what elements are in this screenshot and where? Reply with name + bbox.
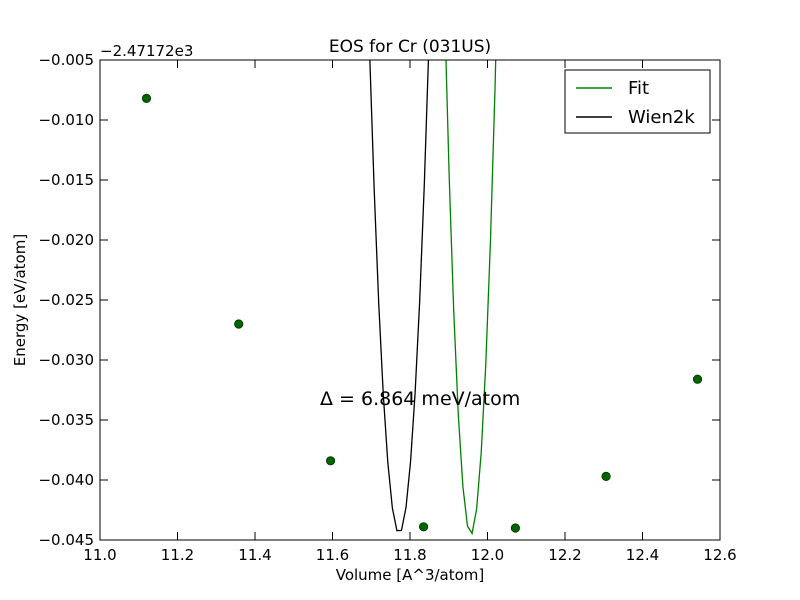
fit-data-point (325, 456, 336, 466)
plot-lines (369, 60, 497, 536)
y-tick-label: −0.005 (38, 51, 94, 69)
y-tick-label: −0.035 (38, 411, 94, 429)
fit-data-point (141, 93, 152, 104)
legend-label-fit: Fit (628, 78, 649, 99)
fit-data-point (601, 471, 611, 481)
y-tick-label: −0.030 (38, 351, 94, 369)
fit-data-point (692, 374, 703, 384)
delta-annotation: Δ = 6.864 meV/atom (320, 388, 520, 410)
x-tick-label: 11.0 (83, 546, 116, 564)
plot-frame (99, 59, 721, 541)
y-tick-label: −0.045 (38, 531, 94, 549)
chart-title: EOS for Cr (031US) (329, 37, 491, 57)
x-tick-label: 12.6 (703, 546, 736, 564)
y-tick-label: −0.015 (38, 171, 94, 189)
x-axis-label: Volume [A^3/atom] (336, 566, 485, 584)
x-tick-label: 11.6 (316, 546, 349, 564)
fit-data-point (510, 523, 521, 533)
x-ticks: 11.0 11.2 11.4 11.6 11.8 12.0 12.2 12.4 12.6 (83, 60, 737, 564)
y-ticks: −0.045 −0.040 −0.035 −0.030 −0.025 −0.020 −0.0… (38, 51, 720, 549)
y-tick-label: −0.010 (38, 111, 94, 129)
legend: Fit Wien2k (564, 69, 711, 134)
fit-data-point (234, 319, 244, 329)
y-tick-label: −0.040 (38, 471, 94, 489)
fit-data-point (418, 522, 429, 532)
x-tick-label: 12.2 (548, 546, 581, 564)
x-tick-label: 11.4 (238, 546, 271, 564)
series-line-wien2k (369, 60, 430, 532)
legend-box (564, 69, 711, 134)
x-tick-label: 12.4 (626, 546, 659, 564)
fit-markers (141, 93, 703, 533)
y-tick-label: −0.025 (38, 291, 94, 309)
y-offset-label: −2.47172e3 (100, 42, 193, 60)
x-tick-label: 12.0 (471, 546, 504, 564)
legend-label-wien2k: Wien2k (628, 107, 695, 128)
x-tick-label: 11.2 (161, 546, 194, 564)
y-tick-label: −0.020 (38, 231, 94, 249)
y-axis-label: Energy [eV/atom] (11, 234, 29, 366)
x-tick-label: 11.8 (393, 546, 426, 564)
